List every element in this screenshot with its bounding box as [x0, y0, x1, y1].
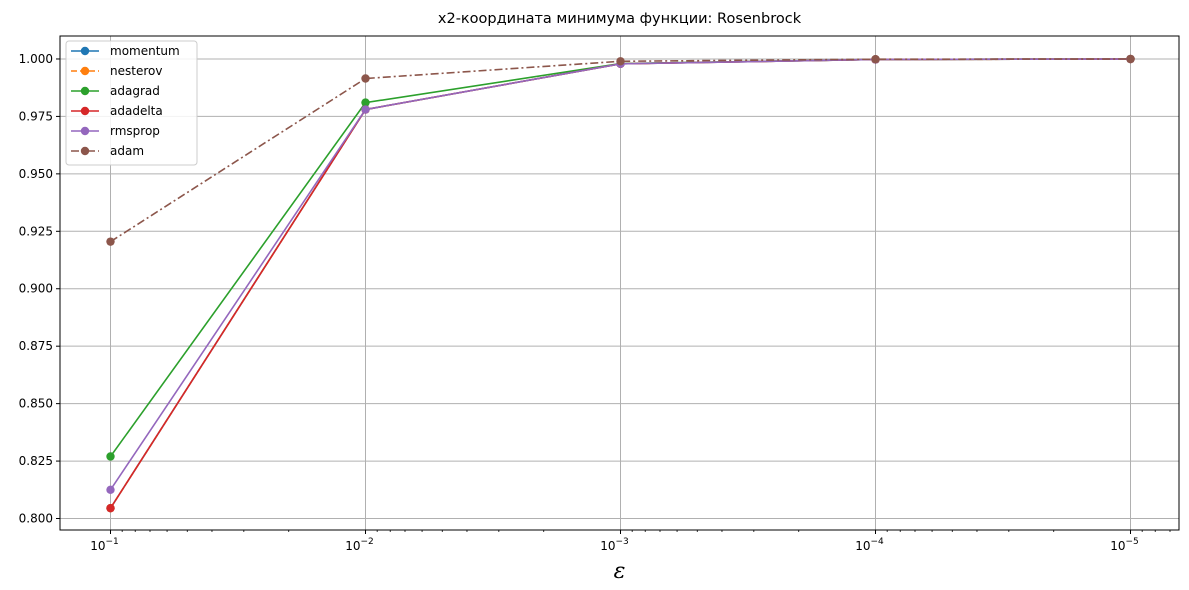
series-layer [106, 54, 1135, 513]
data-point-adagrad [361, 98, 370, 107]
y-tick-label: 0.825 [19, 454, 53, 468]
legend-label: adam [110, 144, 144, 158]
legend-swatch-marker [80, 106, 90, 116]
chart-title: x2-координата минимума функции: Rosenbro… [438, 11, 802, 27]
x-tick-label: 10−1 [90, 537, 119, 553]
legend-label: momentum [110, 44, 180, 58]
y-tick-label: 0.950 [19, 167, 53, 181]
legend-swatch-marker [80, 86, 90, 96]
data-point-adam [616, 57, 625, 66]
x-tick-label: 10−4 [855, 537, 884, 553]
y-tick-label: 0.900 [19, 282, 53, 296]
legend-swatch-marker [80, 66, 90, 76]
y-tick-label: 0.850 [19, 397, 53, 411]
y-tick-label: 0.800 [19, 512, 53, 526]
y-tick-label: 0.875 [19, 339, 53, 353]
series-line-adam [110, 58, 1131, 243]
legend-label: nesterov [110, 64, 162, 78]
legend-label: adadelta [110, 104, 163, 118]
data-point-adam [1126, 54, 1135, 64]
legend-swatch-marker [80, 126, 90, 136]
data-point-adadelta [106, 503, 115, 513]
x-tick-label: 10−2 [345, 537, 374, 553]
legend-box [65, 40, 198, 166]
legend-swatch-marker [80, 146, 90, 156]
data-point-adam [361, 74, 370, 83]
y-tick-label: 0.975 [19, 109, 53, 123]
legend-label: rmsprop [110, 124, 160, 138]
legend-label: adagrad [110, 84, 160, 98]
axes: 0.800 0.825 0.850 0.875 0.900 0.925 0.950 0.975… [19, 52, 1171, 553]
data-point-rmsprop [361, 105, 370, 114]
y-tick-label: 1.000 [19, 52, 53, 66]
grid [60, 36, 1179, 530]
data-point-adagrad [106, 452, 115, 461]
x-tick-label: 10−5 [1110, 537, 1139, 553]
data-point-rmsprop [106, 485, 115, 494]
data-point-adam [106, 237, 115, 246]
legend-swatch-marker [80, 46, 90, 56]
x-tick-label: 10−3 [600, 537, 629, 553]
x-axis-label: ε [614, 559, 626, 584]
y-tick-label: 0.925 [19, 224, 53, 238]
data-point-adam [871, 55, 880, 64]
plot-frame [59, 35, 1180, 531]
legend: momentum nesterov adagrad adadelta rmsprop ad… [65, 40, 198, 166]
